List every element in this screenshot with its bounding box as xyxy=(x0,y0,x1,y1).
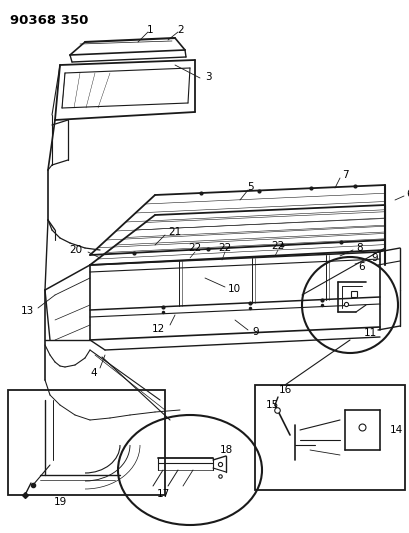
Text: 9: 9 xyxy=(252,327,258,337)
Text: 1: 1 xyxy=(147,25,153,35)
Text: 11: 11 xyxy=(363,328,377,338)
Text: 22: 22 xyxy=(272,241,285,251)
Text: 2: 2 xyxy=(178,25,184,35)
Text: 10: 10 xyxy=(228,284,241,294)
Text: 22: 22 xyxy=(218,243,231,253)
Text: 9: 9 xyxy=(371,253,378,263)
Text: 22: 22 xyxy=(189,243,202,253)
Text: 4: 4 xyxy=(90,368,97,378)
Bar xyxy=(255,385,405,490)
Text: 20: 20 xyxy=(69,245,82,255)
Text: 19: 19 xyxy=(54,497,67,507)
Text: 21: 21 xyxy=(168,227,181,237)
Text: 12: 12 xyxy=(152,324,165,334)
Text: 16: 16 xyxy=(279,385,292,395)
Text: 15: 15 xyxy=(265,400,279,410)
Text: 13: 13 xyxy=(21,306,34,316)
Bar xyxy=(8,390,165,495)
Text: 90368 350: 90368 350 xyxy=(10,14,88,27)
Text: 6: 6 xyxy=(406,189,409,199)
Text: 5: 5 xyxy=(247,182,253,192)
Text: 14: 14 xyxy=(390,425,403,435)
Text: 3: 3 xyxy=(205,72,211,82)
Text: 17: 17 xyxy=(156,489,170,499)
Text: 18: 18 xyxy=(219,445,233,455)
Text: 7: 7 xyxy=(342,170,348,180)
Text: 6: 6 xyxy=(359,262,365,272)
Text: 8: 8 xyxy=(356,243,363,253)
